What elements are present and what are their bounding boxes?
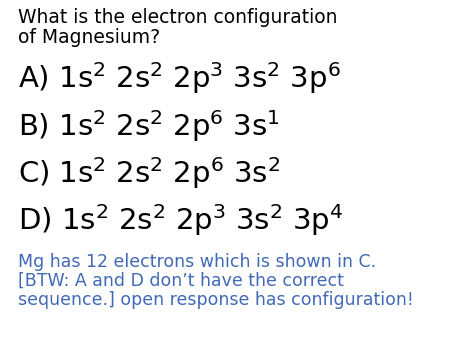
Text: A) 1s$^{2}$ 2s$^{2}$ 2p$^{3}$ 3s$^{2}$ 3p$^{6}$: A) 1s$^{2}$ 2s$^{2}$ 2p$^{3}$ 3s$^{2}$ 3… (18, 60, 341, 96)
Text: B) 1s$^{2}$ 2s$^{2}$ 2p$^{6}$ 3s$^{1}$: B) 1s$^{2}$ 2s$^{2}$ 2p$^{6}$ 3s$^{1}$ (18, 108, 280, 144)
Text: C) 1s$^{2}$ 2s$^{2}$ 2p$^{6}$ 3s$^{2}$: C) 1s$^{2}$ 2s$^{2}$ 2p$^{6}$ 3s$^{2}$ (18, 155, 280, 191)
Text: Mg has 12 electrons which is shown in C.: Mg has 12 electrons which is shown in C. (18, 253, 376, 271)
Text: D) 1s$^{2}$ 2s$^{2}$ 2p$^{3}$ 3s$^{2}$ 3p$^{4}$: D) 1s$^{2}$ 2s$^{2}$ 2p$^{3}$ 3s$^{2}$ 3… (18, 202, 344, 238)
Text: What is the electron configuration: What is the electron configuration (18, 8, 337, 27)
Text: of Magnesium?: of Magnesium? (18, 28, 160, 47)
Text: sequence.] open response has configuration!: sequence.] open response has configurati… (18, 291, 414, 309)
Text: [BTW: A and D don’t have the correct: [BTW: A and D don’t have the correct (18, 272, 344, 290)
